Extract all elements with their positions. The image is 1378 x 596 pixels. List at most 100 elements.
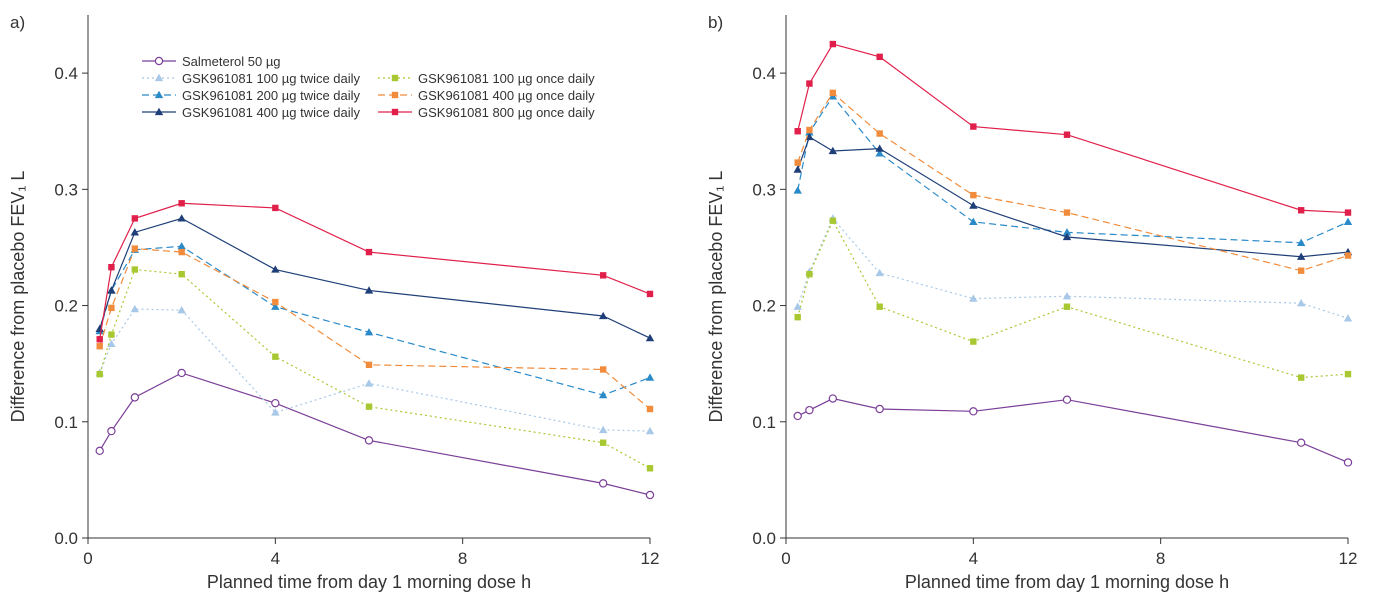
legend-marker — [391, 91, 399, 99]
data-point — [598, 425, 608, 434]
legend-marker — [391, 74, 399, 82]
series — [793, 132, 1353, 260]
y-tick-label: 0.0 — [54, 529, 78, 548]
y-tick-label: 0.2 — [54, 297, 78, 316]
data-point — [794, 128, 801, 135]
data-point — [793, 165, 802, 173]
data-point — [1063, 209, 1071, 216]
y-tick-label: 0.1 — [752, 413, 776, 432]
data-point — [875, 149, 884, 157]
data-point — [806, 126, 813, 134]
x-tick-label: 12 — [641, 549, 660, 568]
data-point — [806, 80, 813, 87]
series-line — [99, 202, 651, 340]
data-point — [177, 242, 186, 250]
data-point — [806, 270, 813, 278]
data-point — [365, 248, 373, 256]
data-point — [598, 390, 608, 399]
series-line — [797, 219, 1349, 379]
legend-marker — [154, 73, 164, 82]
legend: Salmeterol 50 µg GSK961081 100 µg twice d… — [142, 54, 595, 120]
y-tick-label: 0.0 — [752, 529, 776, 548]
data-point — [130, 304, 140, 313]
legend-label: GSK961081 400 µg twice daily — [182, 105, 361, 120]
series — [95, 304, 655, 435]
series-line — [797, 397, 1349, 464]
data-point — [828, 394, 838, 403]
data-point — [108, 331, 115, 338]
series — [95, 214, 655, 342]
data-point — [107, 286, 116, 294]
x-tick-label: 4 — [969, 549, 978, 568]
data-point — [272, 353, 279, 360]
data-point — [794, 313, 801, 321]
series — [793, 92, 1353, 246]
data-point — [1296, 252, 1306, 260]
panel-label: a) — [10, 13, 25, 32]
data-point — [364, 436, 374, 445]
legend-marker — [154, 107, 164, 116]
data-point — [131, 266, 139, 273]
y-tick-label: 0.1 — [54, 413, 78, 432]
legend-label: GSK961081 100 µg twice daily — [182, 71, 361, 86]
data-point — [1062, 228, 1072, 236]
data-point — [108, 304, 115, 312]
data-point — [1296, 299, 1306, 307]
series-line — [99, 372, 651, 496]
data-point — [1297, 374, 1305, 381]
data-point — [107, 426, 116, 436]
data-point — [793, 186, 802, 194]
series-line — [797, 91, 1349, 272]
data-point — [178, 270, 185, 278]
data-point — [645, 490, 655, 500]
data-point — [96, 336, 103, 343]
data-point — [108, 264, 115, 271]
data-point — [646, 405, 654, 413]
data-point — [131, 245, 139, 252]
data-point — [271, 398, 280, 408]
y-tick-label: 0.3 — [54, 180, 78, 199]
legend-label: GSK961081 400 µg once daily — [418, 88, 595, 103]
data-point — [130, 393, 140, 402]
data-point — [272, 298, 279, 306]
data-point — [107, 339, 116, 348]
data-point — [95, 324, 104, 332]
series — [794, 89, 1352, 274]
data-point — [1343, 217, 1353, 226]
series-line — [797, 136, 1349, 258]
legend-marker — [391, 108, 399, 116]
x-tick-label: 8 — [1156, 549, 1165, 568]
series — [794, 217, 1352, 381]
series-line — [99, 247, 651, 410]
data-point — [1344, 370, 1352, 378]
series-line — [99, 268, 651, 469]
data-point — [969, 407, 978, 416]
data-point — [645, 333, 655, 342]
data-point — [645, 373, 655, 381]
series — [794, 40, 1352, 216]
data-point — [876, 53, 883, 61]
data-point — [364, 328, 374, 336]
data-point — [875, 268, 884, 277]
data-point — [1343, 458, 1353, 467]
data-point — [365, 403, 373, 410]
data-point — [875, 144, 884, 152]
data-point — [645, 426, 655, 435]
data-point — [364, 286, 374, 294]
data-point — [829, 89, 837, 97]
data-point — [829, 40, 837, 48]
data-point — [178, 200, 185, 207]
data-point — [599, 439, 607, 446]
x-axis-title: Planned time from day 1 morning dose h — [905, 572, 1229, 592]
data-point — [969, 294, 978, 302]
data-point — [96, 343, 103, 350]
data-point — [1062, 395, 1072, 404]
data-point — [95, 446, 104, 456]
data-point — [969, 217, 978, 226]
series-line — [99, 308, 651, 432]
data-point — [96, 370, 103, 378]
data-point — [271, 265, 280, 273]
data-point — [970, 191, 977, 199]
legend-label: GSK961081 100 µg once daily — [418, 71, 595, 86]
